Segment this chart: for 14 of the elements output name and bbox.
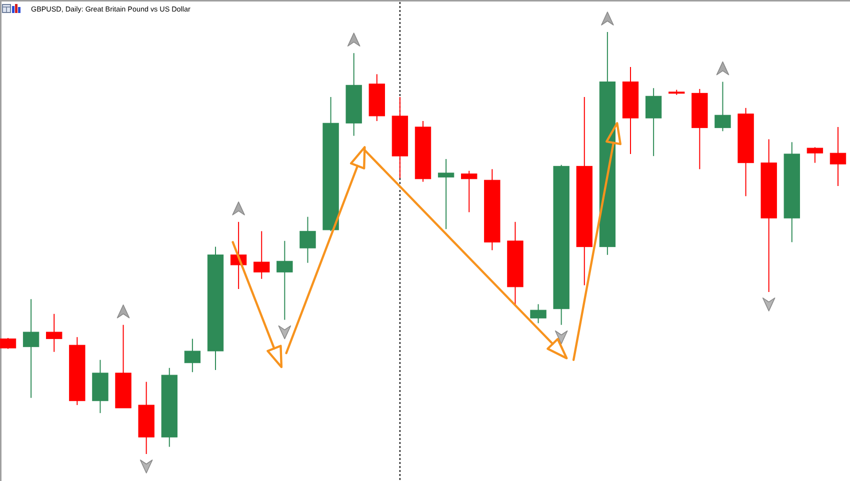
candlestick xyxy=(300,216,316,264)
candlestick xyxy=(184,338,201,373)
candlestick xyxy=(830,126,846,187)
candlestick xyxy=(645,88,662,157)
candlestick xyxy=(530,304,546,324)
candlestick xyxy=(0,337,16,350)
candlestick xyxy=(254,230,270,280)
candlestick xyxy=(22,298,40,398)
candlestick xyxy=(276,240,293,320)
candlestick xyxy=(714,81,731,132)
candlestick xyxy=(438,158,454,230)
candlestick xyxy=(806,146,824,164)
candlestick xyxy=(461,170,478,213)
candlestick xyxy=(46,313,62,352)
